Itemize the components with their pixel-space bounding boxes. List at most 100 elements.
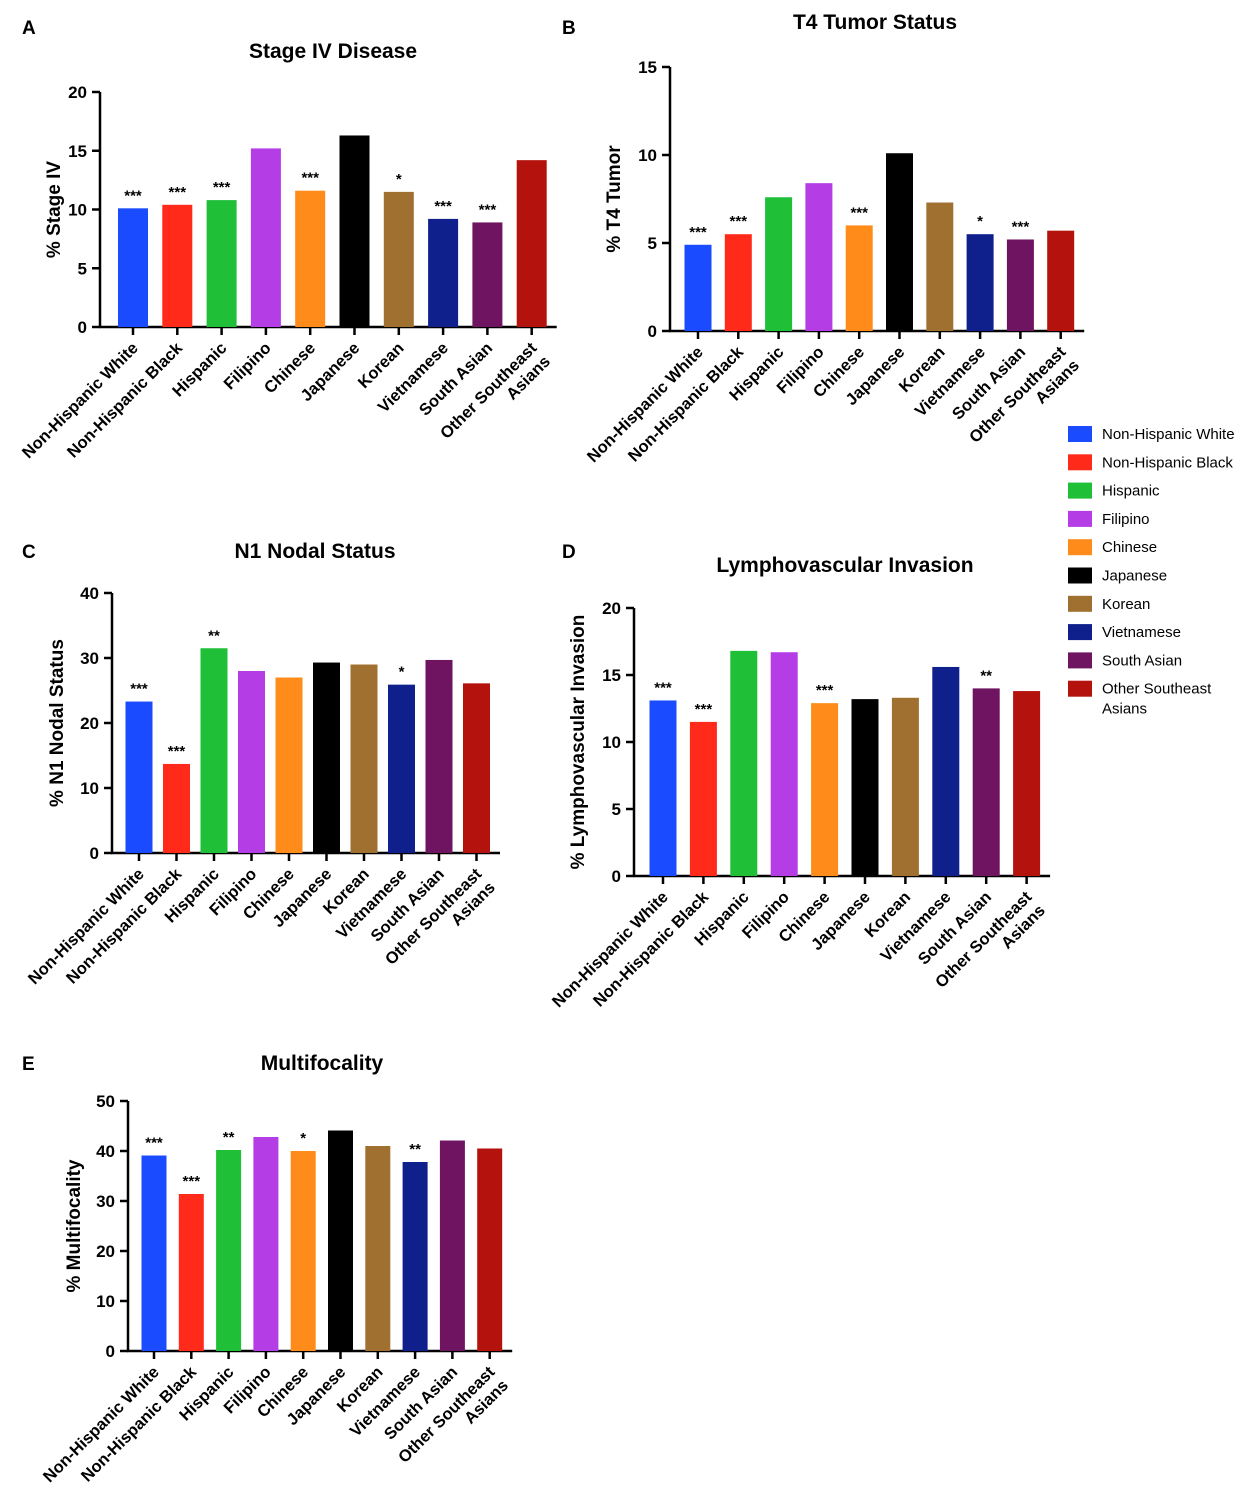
y-tick-label: 0 — [90, 844, 99, 863]
y-tick-label: 15 — [638, 58, 657, 77]
bar — [463, 683, 490, 853]
significance-marker: ** — [208, 627, 220, 644]
significance-marker: *** — [130, 681, 148, 698]
bar — [845, 225, 873, 331]
legend-swatch — [1068, 652, 1092, 669]
bar — [477, 1148, 503, 1351]
bar — [851, 699, 879, 876]
bar — [1006, 239, 1034, 331]
significance-marker: *** — [145, 1135, 163, 1152]
bar — [926, 202, 954, 331]
bar — [118, 208, 148, 327]
bar — [350, 664, 378, 853]
y-tick-label: 10 — [602, 733, 621, 752]
bar — [472, 222, 503, 327]
chart-title: T4 Tumor Status — [793, 11, 957, 34]
significance-marker: *** — [168, 743, 186, 760]
bar — [684, 244, 712, 331]
significance-marker: * — [300, 1130, 306, 1147]
significance-marker: *** — [301, 170, 319, 187]
bar — [730, 650, 758, 876]
y-tick-label: 30 — [96, 1192, 115, 1211]
bar — [388, 684, 415, 853]
y-tick-label: 15 — [68, 142, 87, 161]
significance-marker: * — [977, 213, 983, 230]
bar — [295, 190, 326, 327]
significance-marker: *** — [730, 213, 748, 230]
bar — [365, 1146, 391, 1351]
bar — [425, 659, 453, 853]
bar — [972, 688, 1000, 876]
legend-label: Other Southeast Asians — [1102, 681, 1212, 718]
bar — [206, 200, 237, 327]
bar — [649, 700, 677, 876]
legend-swatch — [1068, 539, 1092, 556]
bar — [141, 1155, 167, 1351]
y-tick-label: 20 — [602, 599, 621, 618]
y-tick-label: 5 — [78, 259, 87, 278]
legend-swatch — [1068, 595, 1092, 612]
y-tick-label: 50 — [96, 1092, 115, 1111]
y-axis-label: % Multifocality — [64, 1159, 85, 1292]
bar — [125, 701, 153, 853]
bar — [428, 218, 459, 327]
panel-letter: A — [22, 18, 36, 39]
legend-swatch — [1068, 624, 1092, 641]
y-tick-label: 0 — [106, 1342, 115, 1361]
y-tick-label: 20 — [96, 1242, 115, 1261]
legend-label: Japanese — [1102, 568, 1167, 585]
y-tick-label: 20 — [68, 83, 87, 102]
significance-marker: *** — [124, 187, 142, 204]
significance-marker: *** — [169, 184, 187, 201]
y-tick-label: 20 — [80, 714, 99, 733]
bar — [932, 666, 960, 876]
legend-swatch — [1068, 454, 1092, 471]
bar — [162, 204, 193, 327]
significance-marker: *** — [434, 198, 452, 215]
bar — [216, 1150, 242, 1351]
significance-marker: ** — [223, 1129, 235, 1146]
y-tick-label: 15 — [602, 666, 621, 685]
chart-panel-d: D Lymphovascular Invasion % Lymphovascular… — [549, 542, 1051, 1011]
bar — [724, 234, 752, 331]
significance-marker: *** — [1012, 218, 1030, 235]
bar — [178, 1194, 204, 1351]
bar — [516, 160, 547, 327]
legend-swatch — [1068, 482, 1092, 499]
legend-label: Hispanic — [1102, 483, 1160, 500]
bar — [765, 197, 793, 331]
bar — [328, 1130, 353, 1351]
panel-letter: E — [22, 1054, 35, 1075]
chart-panel-c: C N1 Nodal Status % N1 Nodal Status 0 10 20 30… — [22, 540, 500, 988]
bar — [689, 721, 717, 876]
y-tick-label: 30 — [80, 649, 99, 668]
y-tick-label: 10 — [96, 1292, 115, 1311]
y-axis-label: % T4 Tumor — [604, 145, 625, 253]
y-tick-label: 5 — [612, 800, 621, 819]
y-tick-label: 0 — [612, 867, 621, 886]
chart-title: N1 Nodal Status — [234, 540, 395, 563]
bar — [250, 148, 281, 327]
significance-marker: * — [399, 664, 405, 681]
legend-label: Filipino — [1102, 511, 1150, 528]
bar — [402, 1162, 428, 1351]
significance-marker: *** — [816, 682, 834, 699]
legend-label: Non-Hispanic White — [1102, 426, 1235, 443]
bar — [1013, 691, 1041, 876]
bar — [811, 703, 839, 876]
chart-title: Lymphovascular Invasion — [716, 554, 973, 577]
y-axis-label: % N1 Nodal Status — [47, 639, 68, 807]
legend-swatch — [1068, 680, 1092, 697]
bar — [439, 1140, 465, 1351]
y-tick-label: 10 — [638, 146, 657, 165]
bar — [383, 191, 414, 327]
significance-marker: *** — [695, 701, 713, 718]
bar — [339, 135, 370, 327]
bar — [966, 234, 994, 331]
legend-label: Non-Hispanic Black — [1102, 454, 1233, 471]
bar — [253, 1137, 279, 1351]
y-tick-label: 5 — [648, 234, 657, 253]
bar — [891, 697, 919, 876]
